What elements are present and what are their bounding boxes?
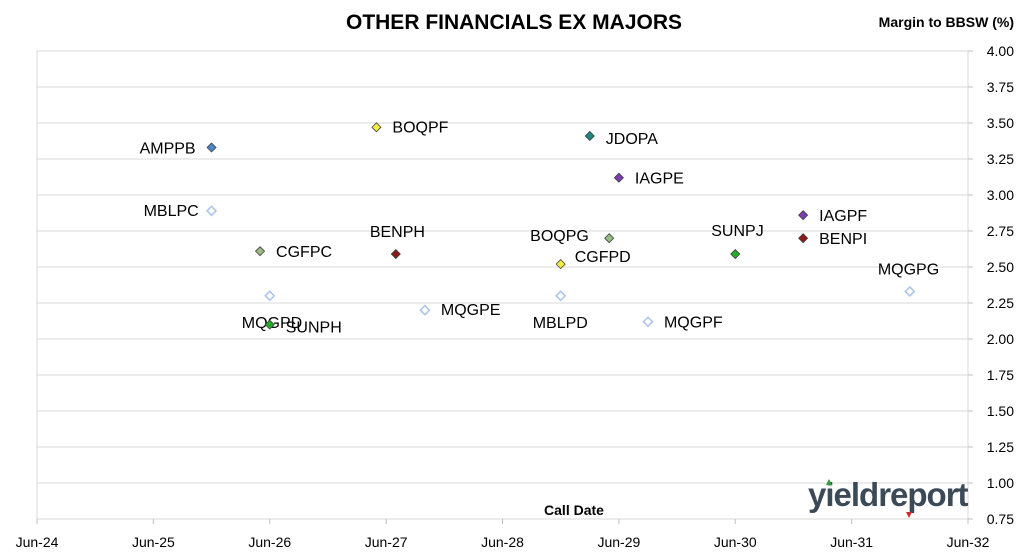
y-tick-label: 1.00 — [987, 475, 1014, 491]
y-tick-label: 0.75 — [987, 511, 1014, 527]
x-tick-label: Jun-29 — [597, 534, 640, 550]
y-axis-ticks: 0.75 1.00 1.25 1.50 1.75 2.00 2.25 2.50 2.75 3.00… — [968, 43, 1014, 527]
point-label-benpi: BENPI — [819, 231, 867, 248]
x-tick-label: Jun-32 — [947, 534, 990, 550]
point-jdopa — [584, 130, 595, 142]
y-axis-title: Margin to BBSW (%) — [879, 14, 1014, 30]
point-cgfpc — [254, 246, 266, 257]
x-tick-label: Jun-25 — [132, 534, 175, 550]
point-label-mqgpe: MQGPE — [441, 302, 501, 319]
point-cgfpd — [555, 259, 566, 270]
point-mqgpe — [419, 304, 431, 316]
point-label-mblpd: MBLPD — [533, 315, 588, 332]
point-label-jdopa: JDOPA — [606, 131, 658, 148]
point-mqgpg — [904, 285, 916, 298]
y-tick-label: 2.00 — [987, 331, 1014, 347]
y-tick-label: 1.25 — [987, 439, 1014, 455]
point-sunph — [264, 319, 275, 330]
x-tick-label: Jun-26 — [248, 534, 291, 550]
y-tick-label: 2.50 — [987, 259, 1014, 275]
point-mblpc — [205, 205, 218, 217]
yieldreport-logo: yieldreport — [808, 476, 970, 518]
y-tick-label: 3.00 — [987, 187, 1014, 203]
point-label-sunpj: SUNPJ — [711, 223, 763, 240]
x-axis-title: Call Date — [544, 502, 604, 518]
point-label-cgfpc: CGFPC — [276, 244, 332, 261]
data-points: AMPPBMBLPCCGFPCMQGPDSUNPHBOQPFBENPHMQGPE… — [140, 119, 940, 336]
x-axis-ticks: Jun-24 Jun-25 Jun-26 Jun-27 Jun-28 Jun-29 Jun-… — [16, 519, 990, 550]
y-tick-label: 1.50 — [987, 403, 1014, 419]
point-mblpd — [555, 290, 567, 302]
point-label-mqgpf: MQGPF — [664, 315, 723, 332]
point-label-cgfpd: CGFPD — [575, 249, 631, 266]
point-amppb — [206, 142, 217, 153]
x-tick-label: Jun-27 — [365, 534, 408, 550]
gridlines — [37, 50, 968, 484]
point-label-mblpc: MBLPC — [144, 203, 199, 220]
logo-down-arrow-icon — [906, 512, 912, 518]
x-tick-label: Jun-30 — [714, 534, 757, 550]
logo-up-arrow-icon — [826, 479, 832, 485]
x-tick-label: Jun-24 — [16, 534, 59, 550]
point-label-sunph: SUNPH — [286, 320, 342, 337]
point-label-iagpf: IAGPF — [819, 208, 867, 225]
point-label-benph: BENPH — [370, 224, 425, 241]
x-tick-label: Jun-31 — [830, 534, 873, 550]
y-tick-label: 4.00 — [987, 43, 1014, 59]
point-iagpe — [613, 172, 624, 183]
point-label-iagpe: IAGPE — [635, 171, 684, 188]
y-tick-label: 3.75 — [987, 79, 1014, 95]
point-label-mqgpg: MQGPG — [878, 261, 939, 278]
point-boqpg — [604, 233, 615, 244]
x-tick-label: Jun-28 — [481, 534, 524, 550]
y-tick-label: 2.25 — [987, 295, 1014, 311]
y-tick-label: 3.50 — [987, 115, 1014, 131]
point-benph — [390, 248, 401, 260]
y-tick-label: 1.75 — [987, 367, 1014, 383]
y-tick-label: 3.25 — [987, 151, 1014, 167]
point-label-boqpf: BOQPF — [392, 119, 448, 136]
point-iagpf — [798, 210, 809, 221]
point-label-boqpg: BOQPG — [530, 228, 589, 245]
point-mqgpf — [642, 316, 654, 328]
svg-text:yieldreport: yieldreport — [808, 476, 969, 513]
point-sunpj — [730, 248, 741, 260]
plot-area — [36, 50, 969, 520]
point-label-amppb: AMPPB — [140, 140, 196, 157]
point-boqpf — [371, 122, 382, 133]
y-tick-label: 2.75 — [987, 223, 1014, 239]
chart-title: OTHER FINANCIALS EX MAJORS — [346, 11, 682, 34]
point-mqgpd — [264, 290, 276, 302]
point-benpi — [798, 233, 809, 244]
